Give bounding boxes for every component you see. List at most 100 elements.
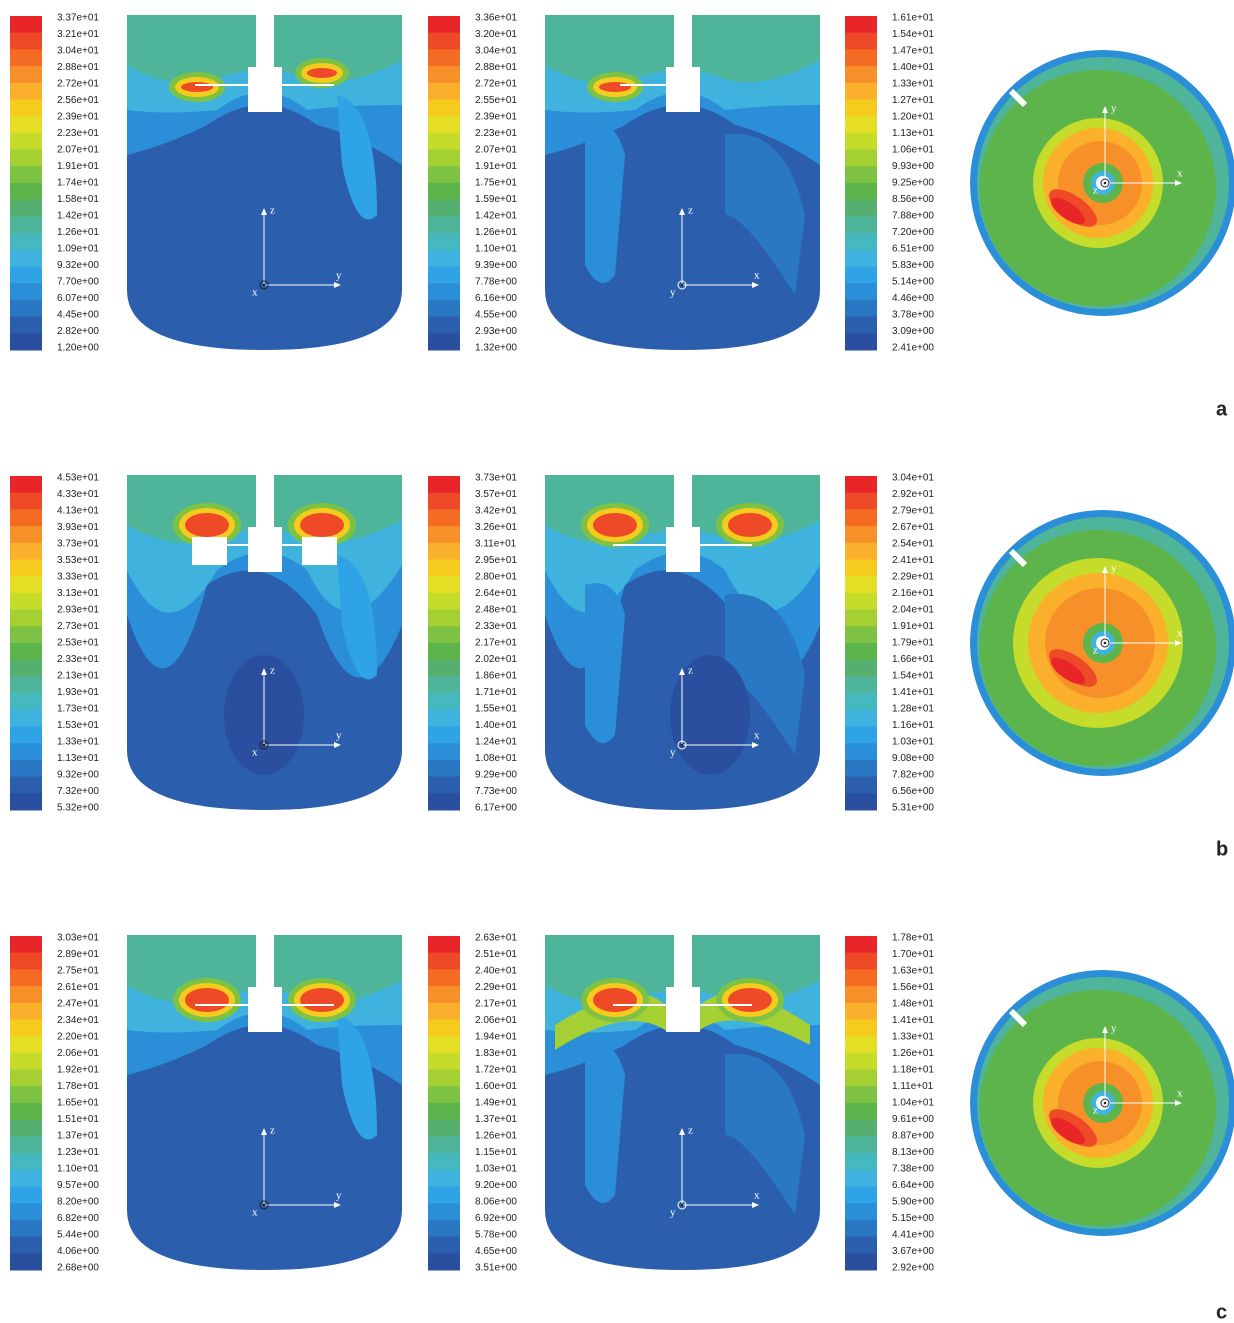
hot-spot bbox=[181, 82, 213, 92]
colorbar-band bbox=[428, 777, 460, 794]
colorbar-label: 2.55e+01 bbox=[475, 95, 517, 106]
colorbar-label: 3.51e+00 bbox=[475, 1263, 517, 1274]
colorbar-label: 1.66e+01 bbox=[892, 654, 934, 665]
colorbar-band bbox=[10, 216, 42, 233]
colorbar-label: 4.33e+01 bbox=[57, 489, 99, 500]
colorbar-label: 6.07e+00 bbox=[57, 293, 99, 304]
colorbar-label: 1.10e+01 bbox=[475, 244, 517, 255]
colorbar-label: 1.54e+01 bbox=[892, 29, 934, 40]
colorbar-band bbox=[10, 1120, 42, 1137]
hub bbox=[248, 987, 282, 1032]
colorbar-band bbox=[845, 1203, 877, 1220]
figure-row: 3.03e+012.89e+012.75e+012.61e+012.47e+01… bbox=[10, 933, 1234, 1323]
colorbar-band bbox=[428, 676, 460, 693]
colorbar-band bbox=[10, 727, 42, 744]
colorbar-label: 8.13e+00 bbox=[892, 1147, 934, 1158]
colorbar-band bbox=[10, 283, 42, 300]
colorbar-band bbox=[845, 116, 877, 133]
colorbar-band bbox=[428, 953, 460, 970]
colorbar-label: 1.42e+01 bbox=[57, 211, 99, 222]
colorbar-band bbox=[428, 710, 460, 727]
figure-row: 3.37e+013.21e+013.04e+012.88e+012.72e+01… bbox=[10, 13, 1234, 421]
colorbar-band bbox=[428, 283, 460, 300]
hot-spot bbox=[593, 513, 637, 537]
colorbar-label: 1.32e+00 bbox=[475, 343, 517, 354]
colorbar-label: 7.88e+00 bbox=[892, 211, 934, 222]
colorbar-band bbox=[845, 1170, 877, 1187]
colorbar-band bbox=[10, 1220, 42, 1237]
contour-plot bbox=[127, 935, 402, 1275]
colorbar-label: 2.68e+00 bbox=[57, 1263, 99, 1274]
colorbar-label: 2.54e+01 bbox=[892, 539, 934, 550]
colorbar-band bbox=[845, 1053, 877, 1070]
colorbar-band bbox=[10, 969, 42, 986]
axis-label: z bbox=[1093, 1105, 1098, 1117]
colorbar-label: 2.47e+01 bbox=[57, 999, 99, 1010]
colorbar-label: 1.16e+01 bbox=[892, 720, 934, 731]
axis-label: x bbox=[252, 747, 258, 759]
axis-origin-dot bbox=[681, 1204, 684, 1207]
colorbar-label: 2.04e+01 bbox=[892, 605, 934, 616]
colorbar-band bbox=[10, 509, 42, 526]
colorbar-label: 5.14e+00 bbox=[892, 277, 934, 288]
colorbar-label: 9.32e+00 bbox=[57, 260, 99, 271]
hub bbox=[666, 527, 700, 572]
colorbar-label: 1.33e+01 bbox=[57, 737, 99, 748]
colorbar-band bbox=[428, 743, 460, 760]
colorbar-label: 1.91e+01 bbox=[57, 161, 99, 172]
colorbar-band bbox=[10, 1253, 42, 1270]
colorbar-label: 2.41e+01 bbox=[892, 555, 934, 566]
colorbar-label: 4.65e+00 bbox=[475, 1246, 517, 1257]
colorbar-label: 2.88e+01 bbox=[57, 62, 99, 73]
colorbar-label: 2.53e+01 bbox=[57, 638, 99, 649]
colorbar-label: 1.53e+01 bbox=[57, 720, 99, 731]
colorbar-label: 8.20e+00 bbox=[57, 1197, 99, 1208]
colorbar-band bbox=[428, 936, 460, 953]
colorbar-band bbox=[10, 560, 42, 577]
colorbar-band bbox=[845, 727, 877, 744]
colorbar-label: 5.44e+00 bbox=[57, 1230, 99, 1241]
colorbar-band bbox=[10, 150, 42, 167]
colorbar-label: 1.92e+01 bbox=[57, 1065, 99, 1076]
axis-label: z bbox=[1093, 185, 1098, 197]
colorbar-label: 1.78e+01 bbox=[892, 933, 934, 944]
colorbar-label: 2.89e+01 bbox=[57, 949, 99, 960]
colorbar-label: 1.26e+01 bbox=[57, 227, 99, 238]
colorbar-label: 5.32e+00 bbox=[57, 803, 99, 814]
colorbar-band bbox=[10, 1070, 42, 1087]
hot-spot bbox=[728, 513, 772, 537]
colorbar-label: 1.18e+01 bbox=[892, 1065, 934, 1076]
colorbar-label: 1.65e+01 bbox=[57, 1098, 99, 1109]
colorbar-label: 1.71e+01 bbox=[475, 687, 517, 698]
axis-label: z bbox=[688, 205, 693, 217]
hot-spot bbox=[307, 68, 337, 78]
colorbar-band bbox=[10, 576, 42, 593]
colorbar-band bbox=[428, 1053, 460, 1070]
colorbar-band bbox=[845, 267, 877, 284]
contour-plot bbox=[127, 475, 402, 815]
colorbar-label: 3.33e+01 bbox=[57, 572, 99, 583]
colorbar-band bbox=[10, 66, 42, 83]
colorbar-label: 1.73e+01 bbox=[57, 704, 99, 715]
axis-label: z bbox=[270, 665, 275, 677]
axis-origin-dot bbox=[263, 284, 266, 287]
axis-label: y bbox=[1111, 103, 1117, 115]
colorbar-band bbox=[845, 1070, 877, 1087]
colorbar-band bbox=[428, 1120, 460, 1137]
colorbar-band bbox=[845, 476, 877, 493]
axis-label: x bbox=[252, 287, 258, 299]
row-label: c bbox=[1216, 1301, 1227, 1323]
colorbar-band bbox=[10, 1170, 42, 1187]
colorbar-label: 8.87e+00 bbox=[892, 1131, 934, 1142]
colorbar-label: 2.20e+01 bbox=[57, 1032, 99, 1043]
colorbar-label: 2.39e+01 bbox=[475, 112, 517, 123]
colorbar-band bbox=[428, 116, 460, 133]
colorbar-band bbox=[10, 333, 42, 350]
colorbar-band bbox=[10, 660, 42, 677]
colorbar-band bbox=[10, 133, 42, 150]
colorbar-band bbox=[845, 1036, 877, 1053]
colorbar-band bbox=[428, 1103, 460, 1120]
colorbar-band bbox=[845, 33, 877, 50]
colorbar-band bbox=[845, 1253, 877, 1270]
colorbar-label: 1.42e+01 bbox=[475, 211, 517, 222]
